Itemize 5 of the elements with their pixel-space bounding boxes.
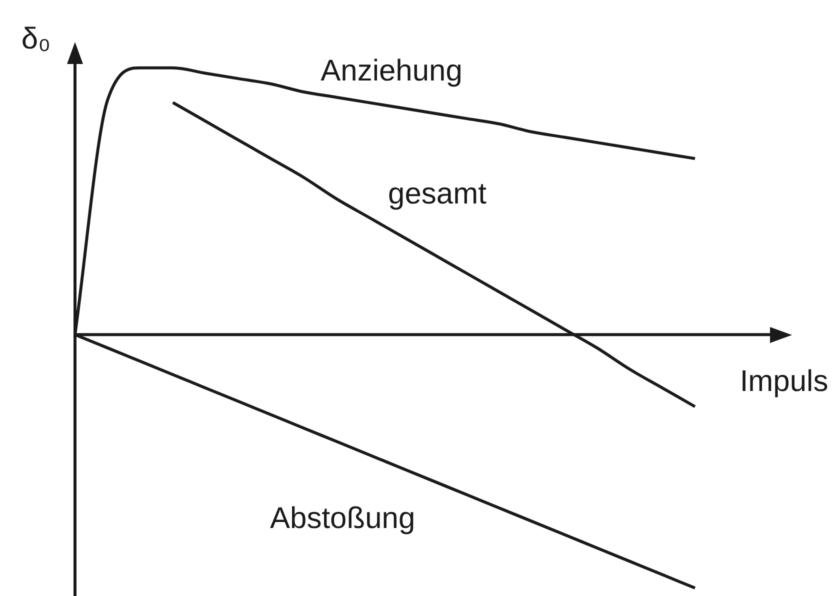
y-axis-title: δ₀ (21, 22, 51, 56)
series-label: Abstoßung (270, 502, 416, 536)
series-label: Anziehung (320, 54, 462, 88)
x-axis-title: Impuls (740, 364, 828, 398)
series-label: gesamt (388, 177, 488, 210)
